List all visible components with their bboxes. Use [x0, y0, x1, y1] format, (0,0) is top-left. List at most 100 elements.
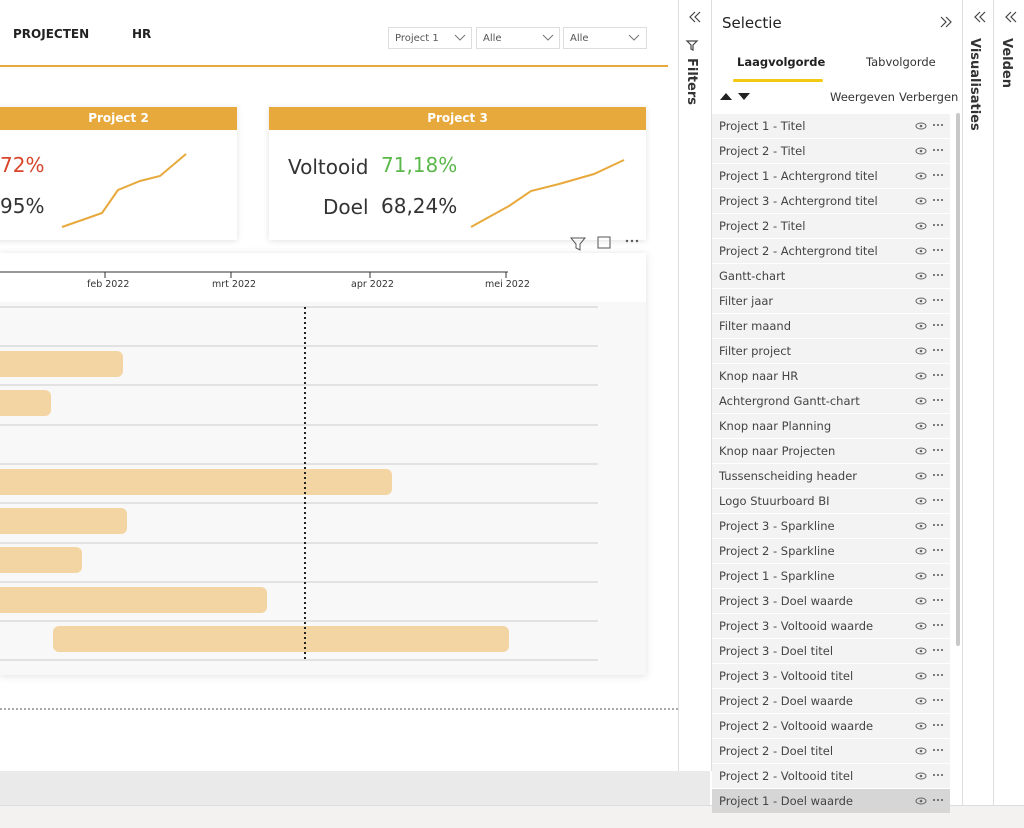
velden-pane[interactable] [993, 0, 1024, 805]
layer-item[interactable]: Project 2 - Achtergrond titel [712, 239, 950, 263]
layer-item[interactable]: Project 2 - Titel [712, 214, 950, 238]
layer-name: Project 3 - Sparkline [719, 519, 835, 533]
tab-underline [733, 79, 823, 82]
layer-item[interactable]: Project 2 - Voltooid waarde [712, 714, 950, 738]
dropdown[interactable]: Alle [563, 27, 647, 49]
layer-item[interactable]: Project 2 - Sparkline [712, 539, 950, 563]
layer-item[interactable]: Knop naar Planning [712, 414, 950, 438]
item-icons[interactable] [915, 495, 945, 507]
item-icons[interactable] [915, 295, 945, 307]
layer-item[interactable]: Knop naar Projecten [712, 439, 950, 463]
pane-title: Selectie [722, 14, 782, 32]
doel-value: 95% [0, 194, 45, 218]
layer-item[interactable]: Achtergrond Gantt-chart [712, 389, 950, 413]
nav-button[interactable]: HR [132, 27, 152, 41]
layer-item[interactable]: Project 3 - Voltooid titel [712, 664, 950, 688]
item-icons[interactable] [915, 395, 945, 407]
dropdown[interactable]: Project 1 [388, 27, 472, 49]
layer-name: Filter jaar [719, 294, 774, 308]
layer-item[interactable]: Project 3 - Voltooid waarde [712, 614, 950, 638]
item-icons[interactable] [915, 620, 945, 632]
item-icons[interactable] [915, 270, 945, 282]
item-icons[interactable] [915, 520, 945, 532]
item-icons[interactable] [915, 345, 945, 357]
page-tabs-bar [0, 771, 710, 805]
layer-item[interactable]: Tussenscheiding header [712, 464, 950, 488]
item-icons[interactable] [915, 245, 945, 257]
item-icons[interactable] [915, 570, 945, 582]
item-icons[interactable] [915, 370, 945, 382]
filters-pane[interactable] [678, 0, 712, 771]
layer-item[interactable]: Project 2 - Doel waarde [712, 689, 950, 713]
item-icons[interactable] [915, 220, 945, 232]
item-icons[interactable] [915, 445, 945, 457]
layer-item[interactable]: Project 1 - Achtergrond titel [712, 164, 950, 188]
kpi-card: Project 2 72% 95% [0, 107, 237, 240]
pane-title: Visualisaties [967, 38, 982, 131]
sparkline [470, 159, 625, 228]
item-icons[interactable] [915, 595, 945, 607]
layer-name: Knop naar Planning [719, 419, 832, 433]
layer-name: Project 2 - Titel [719, 219, 806, 233]
layer-item[interactable]: Logo Stuurboard BI [712, 489, 950, 513]
layer-item[interactable]: Project 1 - Sparkline [712, 564, 950, 588]
dropdown-value: Alle [570, 33, 589, 44]
layer-item[interactable]: Project 3 - Sparkline [712, 514, 950, 538]
item-icons[interactable] [915, 745, 945, 757]
layer-item[interactable]: Project 2 - Doel titel [712, 739, 950, 763]
axis-label: feb 2022 [87, 279, 130, 290]
layer-item[interactable]: Knop naar HR [712, 364, 950, 388]
layer-name: Achtergrond Gantt-chart [719, 394, 860, 408]
order-arrows[interactable] [718, 90, 762, 104]
tab[interactable]: Tabvolgorde [866, 55, 936, 69]
item-icons[interactable] [915, 470, 945, 482]
doel-value: 68,24% [381, 194, 458, 218]
item-icons[interactable] [915, 695, 945, 707]
layer-name: Project 2 - Voltooid titel [719, 769, 854, 783]
tab[interactable]: Laagvolgorde [737, 55, 826, 69]
layer-name: Project 1 - Doel waarde [719, 794, 853, 808]
layer-item[interactable]: Project 2 - Titel [712, 139, 950, 163]
item-icons[interactable] [915, 770, 945, 782]
gantt-chart [0, 236, 646, 675]
layer-item[interactable]: Filter jaar [712, 289, 950, 313]
voltooid-label: Voltooid [288, 155, 369, 179]
item-icons[interactable] [915, 420, 945, 432]
item-icons[interactable] [915, 195, 945, 207]
show-button[interactable]: Weergeven [830, 90, 895, 104]
layer-name: Filter maand [719, 319, 792, 333]
layer-item[interactable]: Filter project [712, 339, 950, 363]
layer-item[interactable]: Project 1 - Doel waarde [712, 789, 950, 813]
layer-item[interactable]: Filter maand [712, 314, 950, 338]
hide-button[interactable]: Verbergen [899, 90, 959, 104]
dropdown[interactable]: Alle [476, 27, 560, 49]
item-icons[interactable] [915, 120, 945, 132]
voltooid-value: 71,18% [381, 153, 458, 177]
item-icons[interactable] [915, 170, 945, 182]
layer-item[interactable]: Project 3 - Doel waarde [712, 589, 950, 613]
item-icons[interactable] [915, 320, 945, 332]
visualisaties-pane[interactable] [962, 0, 994, 805]
nav-button[interactable]: PROJECTEN [13, 27, 90, 41]
layer-name: Project 2 - Voltooid waarde [719, 719, 874, 733]
item-icons[interactable] [915, 795, 945, 807]
item-icons[interactable] [915, 670, 945, 682]
layer-item[interactable]: Project 2 - Voltooid titel [712, 764, 950, 788]
layer-item[interactable]: Project 1 - Titel [712, 114, 950, 138]
layer-name: Project 3 - Voltooid waarde [719, 619, 874, 633]
pane-title: Velden [999, 38, 1014, 89]
dropdown-value: Project 1 [395, 33, 439, 44]
scrollbar[interactable] [956, 113, 960, 646]
layer-name: Project 1 - Achtergrond titel [719, 169, 878, 183]
item-icons[interactable] [915, 720, 945, 732]
item-icons[interactable] [915, 645, 945, 657]
layer-item[interactable]: Project 3 - Doel titel [712, 639, 950, 663]
item-icons[interactable] [915, 145, 945, 157]
layer-item[interactable]: Gantt-chart [712, 264, 950, 288]
card-title: Project 2 [0, 107, 237, 130]
axis-label: apr 2022 [351, 279, 394, 290]
layer-item[interactable]: Project 3 - Achtergrond titel [712, 189, 950, 213]
layer-name: Project 2 - Achtergrond titel [719, 244, 878, 258]
item-icons[interactable] [915, 545, 945, 557]
